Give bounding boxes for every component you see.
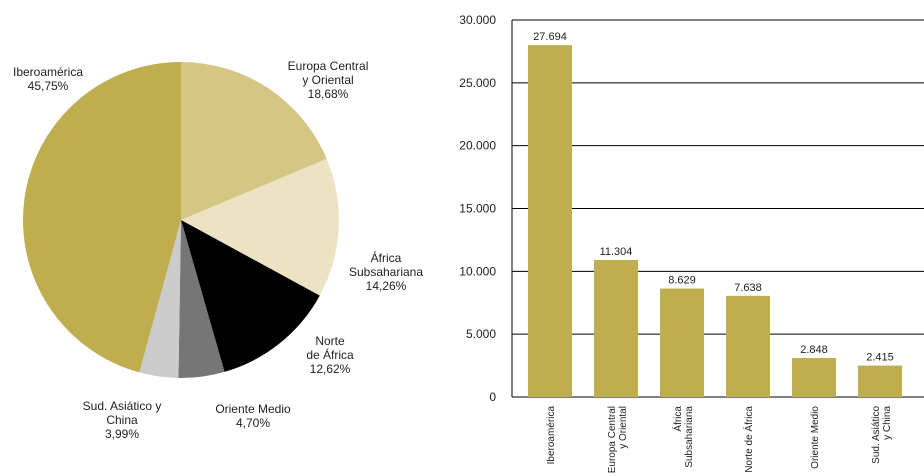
bar bbox=[660, 288, 704, 397]
bar-value-label: 2.848 bbox=[800, 344, 828, 356]
bar-value-label: 27.694 bbox=[533, 31, 567, 43]
pie-slice-label: África Subsahariana 14,26% bbox=[349, 250, 423, 293]
y-tick-label: 20.000 bbox=[459, 139, 496, 153]
pie-slice bbox=[181, 158, 340, 296]
x-tick-label: Sud. Asiáticoy China bbox=[871, 406, 893, 464]
pie-slice-label: Norte de África 12,62% bbox=[306, 334, 354, 376]
x-tick-label: ÁfricaSubsahariana bbox=[671, 406, 695, 468]
y-tick-label: 25.000 bbox=[459, 76, 496, 90]
bar bbox=[792, 358, 836, 397]
y-tick-label: 15.000 bbox=[459, 202, 496, 216]
y-tick-label: 0 bbox=[489, 390, 496, 404]
bar-value-label: 7.638 bbox=[734, 282, 762, 294]
bar-chart: 0 5.000 10.000 15.000 20.000 25.000 30.000 27.6… bbox=[459, 13, 924, 473]
pie-slice bbox=[181, 62, 327, 220]
y-tick-label: 5.000 bbox=[466, 327, 496, 341]
pie-slice-label: Europa Central y Oriental 18,68% bbox=[288, 59, 369, 101]
bar bbox=[726, 295, 770, 397]
y-tick-label: 30.000 bbox=[459, 13, 496, 27]
bar bbox=[594, 260, 638, 397]
bar-value-label: 8.629 bbox=[668, 275, 696, 287]
pie-slice bbox=[178, 220, 225, 379]
x-tick-label: Oriente Medio bbox=[810, 406, 821, 469]
pie-slice-label: Iberoamérica 45,75% bbox=[13, 65, 83, 93]
pie-chart: Europa Central y Oriental 18,68% África Subs… bbox=[13, 59, 423, 441]
pie-slice bbox=[139, 220, 181, 378]
x-tick-label: Iberoamérica bbox=[546, 406, 557, 465]
bar-value-label: 11.304 bbox=[600, 246, 633, 258]
bar bbox=[528, 45, 572, 398]
bar-value-label: 2.415 bbox=[866, 352, 894, 364]
pie-slice bbox=[181, 220, 320, 372]
pie-slice-label: Sud. Asiático y China 3,99% bbox=[83, 399, 162, 441]
x-tick-label: Norte de África bbox=[742, 406, 755, 473]
bar bbox=[858, 365, 902, 397]
x-tick-label: Europa Centraly Oriental bbox=[607, 406, 629, 473]
y-tick-label: 10.000 bbox=[459, 264, 496, 278]
pie-slice bbox=[23, 62, 181, 373]
pie-slice-label: Oriente Medio 4,70% bbox=[215, 402, 291, 430]
